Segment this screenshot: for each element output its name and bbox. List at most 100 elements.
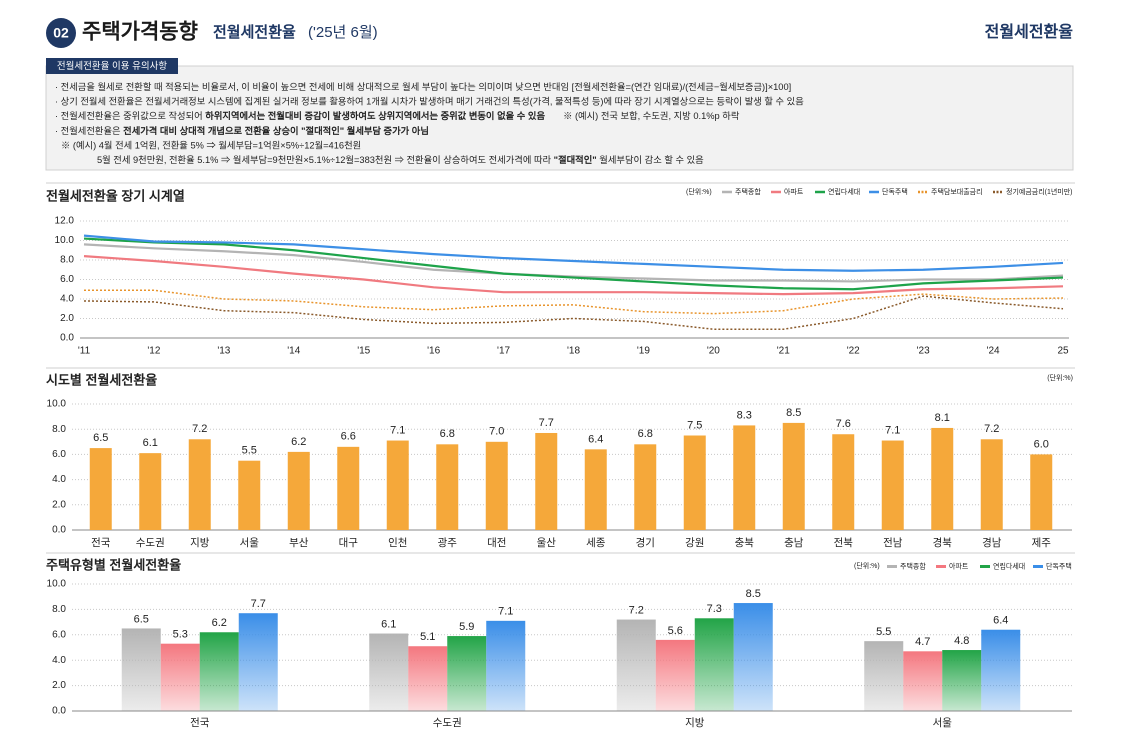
value-label: 5.6 [668, 625, 683, 637]
bar [199, 632, 239, 711]
notice-line: ※ (예시) 4월 전세 1억원, 전환율 5% ⇒ 월세부담=1억원×5%÷1… [61, 140, 361, 151]
bar [733, 603, 773, 711]
x-tick-label: '22 [847, 346, 860, 357]
bar [584, 449, 607, 530]
notice-box [45, 65, 1074, 171]
section-badge [46, 18, 76, 48]
bar [188, 439, 211, 530]
bar [881, 440, 904, 530]
x-tick-label: '15 [357, 346, 370, 357]
notice-title: 전월세전환율 이용 유의사항 [57, 60, 167, 72]
unit-label: (단위:%) [1047, 373, 1073, 382]
series-line [83, 237, 1064, 291]
value-label: 7.2 [984, 423, 999, 435]
value-label: 7.0 [489, 426, 504, 438]
x-tick-label: 충남 [784, 537, 804, 549]
section-number: 02 [53, 25, 69, 41]
chart-title: 주택유형별 전월세전환율 [46, 557, 181, 572]
series-line [83, 234, 1064, 272]
bar [486, 620, 526, 711]
x-tick-label: 지방 [190, 537, 210, 549]
value-label: 7.1 [885, 424, 900, 436]
y-tick-label: 6.0 [60, 274, 74, 285]
x-tick-label: 전국 [190, 717, 210, 729]
bar [733, 425, 756, 530]
y-tick-label: 4.0 [52, 474, 66, 485]
y-tick-label: 8.0 [52, 424, 66, 435]
x-tick-label: 광주 [438, 537, 458, 549]
x-tick-label: 수도권 [433, 717, 462, 729]
y-tick-label: 4.0 [60, 294, 74, 305]
y-tick-label: 0.0 [52, 525, 66, 536]
bar [238, 460, 261, 530]
legend-label: 단독주택 [1046, 561, 1072, 570]
notice-tab [46, 58, 178, 74]
legend-swatch [980, 565, 990, 568]
value-label: 6.2 [291, 436, 306, 448]
legend-swatch [1033, 565, 1043, 568]
x-tick-label: '19 [637, 346, 650, 357]
value-label: 7.2 [629, 604, 644, 616]
series-line [83, 243, 1064, 283]
x-tick-label: '14 [287, 346, 300, 357]
x-tick-label: 전국 [91, 537, 111, 549]
value-label: 5.5 [876, 626, 891, 638]
chart-title: 전월세전환율 장기 시계열 [46, 188, 185, 203]
bar [832, 434, 855, 530]
value-label: 6.5 [93, 432, 108, 444]
bar [655, 639, 695, 711]
bar [408, 646, 448, 711]
bar [287, 451, 310, 530]
y-tick-label: 2.0 [52, 499, 66, 510]
bar [139, 453, 162, 530]
bar [369, 633, 409, 711]
bar [782, 422, 805, 530]
legend-label: 아파트 [949, 561, 969, 570]
notice-text: · 전월세전환율은 [55, 125, 123, 136]
notice-text: ※ (예시) 4월 전세 1억원, 전환율 5% ⇒ 월세부담=1억원×5%÷1… [61, 140, 361, 151]
chart-title: 시도별 전월세전환율 [46, 372, 157, 387]
y-tick-label: 4.0 [52, 655, 66, 666]
x-tick-label: 전북 [834, 537, 854, 549]
legend-label: 주택종합 [900, 561, 926, 570]
x-tick-label: '12 [147, 346, 160, 357]
value-label: 5.9 [459, 621, 474, 633]
x-tick-label: 경남 [982, 536, 1002, 549]
x-tick-label: 서울 [240, 537, 260, 549]
value-label: 6.5 [134, 613, 149, 625]
y-tick-label: 0.0 [52, 706, 66, 717]
value-label: 8.5 [786, 407, 801, 419]
x-tick-label: '17 [497, 346, 510, 357]
x-tick-label: '21 [777, 346, 790, 357]
y-tick-label: 12.0 [55, 216, 75, 227]
value-label: 7.3 [707, 603, 722, 615]
page-date: ('25년 6월) [308, 24, 378, 41]
x-tick-label: 수도권 [136, 537, 165, 549]
value-label: 6.1 [143, 437, 158, 449]
notice-text: ※ (예시) 전국 보합, 수도권, 지방 0.1%p 하락 [545, 111, 740, 122]
unit-label: (단위:%) [686, 187, 712, 196]
x-tick-label: 전남 [883, 537, 903, 549]
bar [485, 441, 508, 530]
bar [1030, 454, 1053, 530]
bar [121, 628, 161, 711]
bar [89, 448, 112, 530]
x-tick-label: 서울 [933, 717, 953, 729]
notice-text: "절대적인" [554, 154, 597, 165]
y-tick-label: 8.0 [52, 604, 66, 615]
x-tick-label: 울산 [537, 537, 557, 549]
x-tick-label: 지방 [685, 717, 705, 729]
value-label: 7.7 [539, 417, 554, 429]
value-label: 6.6 [341, 431, 356, 443]
value-label: 4.8 [954, 635, 969, 647]
legend-label: 단독주택 [882, 187, 908, 196]
legend-swatch [887, 565, 897, 568]
bar [903, 651, 943, 711]
x-tick-label: 강원 [685, 537, 704, 549]
y-tick-label: 0.0 [60, 333, 74, 344]
x-tick-label: '13 [217, 346, 230, 357]
value-label: 8.1 [935, 412, 950, 424]
y-tick-label: 2.0 [52, 680, 66, 691]
y-tick-label: 10.0 [55, 235, 75, 246]
